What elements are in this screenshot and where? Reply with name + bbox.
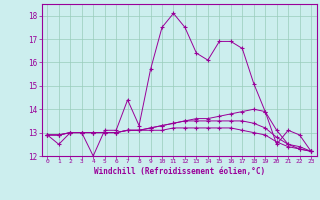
X-axis label: Windchill (Refroidissement éolien,°C): Windchill (Refroidissement éolien,°C) xyxy=(94,167,265,176)
